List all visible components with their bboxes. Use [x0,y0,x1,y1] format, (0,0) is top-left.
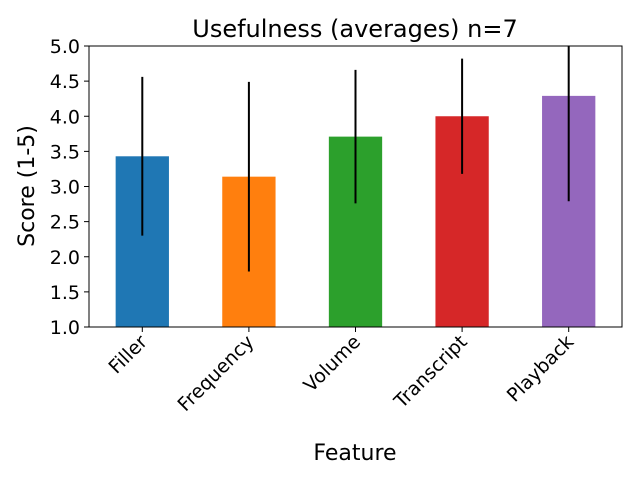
y-tick-label: 4.0 [50,106,80,128]
x-axis-label: Feature [313,441,396,466]
x-tick-label: Transcript [389,331,471,413]
plot-frame [88,45,623,328]
y-axis: 1.0 1.5 2.0 2.5 3.0 3.5 4.0 4.5 5.0 [50,36,89,339]
y-tick-label: 1.5 [50,282,80,304]
y-tick-label: 2.5 [50,212,80,234]
y-tick-label: 2.0 [50,247,80,269]
error-bars-group [141,46,570,272]
chart-title: Usefulness (averages) n=7 [192,15,517,43]
x-tick-label: Frequency [173,331,258,416]
y-tick-label: 1.0 [50,317,80,339]
x-axis: Filler Frequency Volume Transcript Playback [105,327,579,416]
y-tick-label: 4.5 [50,71,80,93]
y-tick-label: 3.0 [50,177,80,199]
x-tick-label: Filler [105,331,152,378]
y-axis-label: Score (1-5) [15,125,40,247]
y-tick-label: 3.5 [50,141,80,163]
x-tick-label: Volume [300,331,366,397]
y-tick-label: 5.0 [50,36,80,58]
x-tick-label: Playback [503,331,579,407]
